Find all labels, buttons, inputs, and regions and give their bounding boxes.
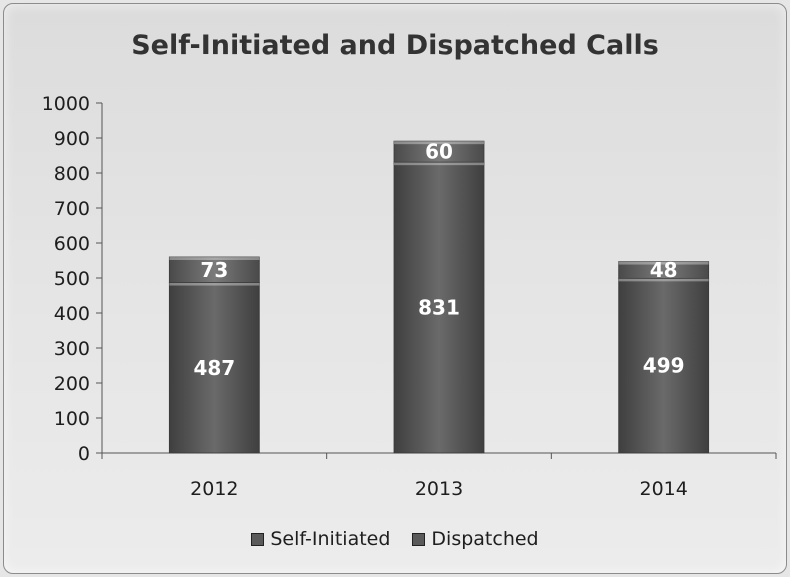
y-tick-label: 0 <box>78 443 90 465</box>
x-tick-label: 2013 <box>415 478 463 500</box>
x-tick-label: 2014 <box>639 478 687 500</box>
legend-swatch-dispatched <box>412 532 426 546</box>
bar-segment-dispatched <box>168 256 260 283</box>
data-label: 48 <box>650 258 678 282</box>
y-tick-label: 800 <box>54 163 90 185</box>
data-label: 60 <box>425 140 453 164</box>
y-tick-label: 1000 <box>42 93 90 115</box>
bar-highlight <box>169 282 260 286</box>
y-tick-label: 500 <box>54 268 90 290</box>
y-tick-label: 100 <box>54 408 90 430</box>
legend: Self-Initiated Dispatched <box>0 528 790 550</box>
bar-segment-self-initiated <box>393 161 485 454</box>
legend-item-self-initiated: Self-Initiated <box>251 528 390 550</box>
data-label: 499 <box>643 354 685 378</box>
y-tick-label: 600 <box>54 233 90 255</box>
bar-highlight <box>394 141 484 145</box>
label-layer: 487 73 831 60 499 48 <box>193 140 684 380</box>
y-tick-label: 400 <box>54 303 90 325</box>
legend-item-dispatched: Dispatched <box>412 528 539 550</box>
bar-highlight <box>169 257 260 260</box>
bar-segment-self-initiated <box>168 282 260 454</box>
chart-title: Self-Initiated and Dispatched Calls <box>131 30 659 61</box>
y-tick-label: 700 <box>54 198 90 220</box>
legend-swatch-self-initiated <box>251 532 265 546</box>
legend-label-dispatched: Dispatched <box>431 528 539 550</box>
data-label: 73 <box>200 258 228 282</box>
bar-highlight <box>618 261 709 265</box>
axis-layer: 0 100 200 300 400 500 600 700 800 900 1000 2012 2013… <box>42 93 777 500</box>
bar-highlight <box>394 162 484 166</box>
data-label: 487 <box>193 356 235 380</box>
data-label: 831 <box>418 296 460 320</box>
bar-layer <box>168 140 710 454</box>
bar-highlight <box>618 278 709 282</box>
y-tick-label: 900 <box>54 128 90 150</box>
y-tick-label: 300 <box>54 338 90 360</box>
x-tick-label: 2012 <box>190 478 238 500</box>
y-tick-label: 200 <box>54 373 90 395</box>
bar-segment-self-initiated <box>618 277 710 454</box>
legend-label-self-initiated: Self-Initiated <box>270 528 391 550</box>
bar-segment-dispatched <box>393 140 485 163</box>
bar-segment-dispatched <box>618 261 710 279</box>
